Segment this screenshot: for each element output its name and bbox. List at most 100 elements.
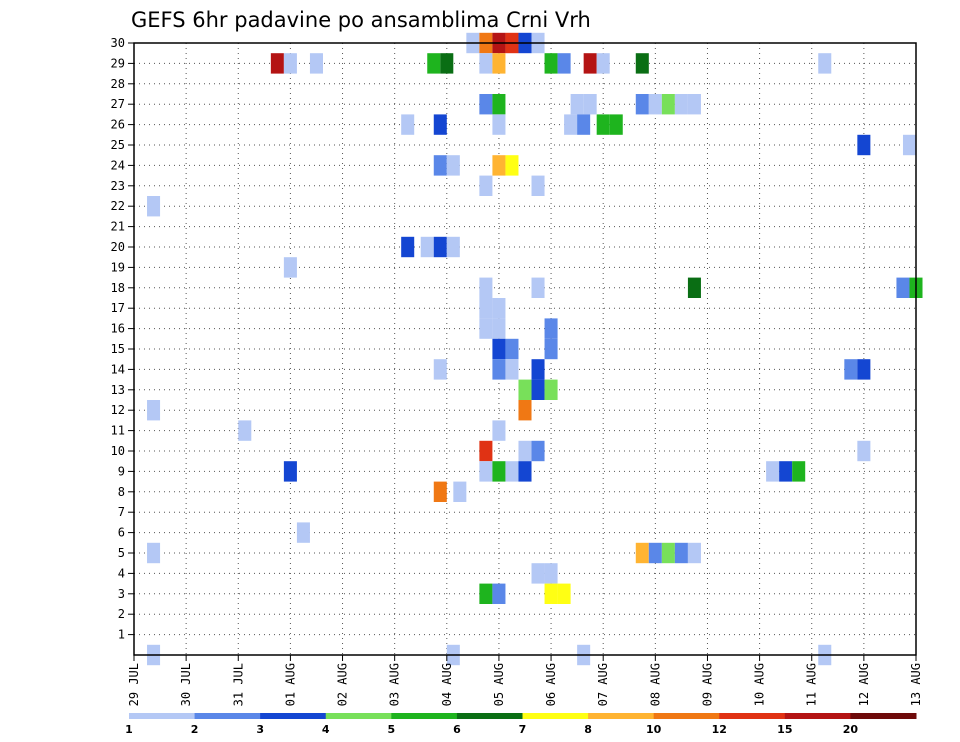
precip-cell (147, 542, 161, 564)
colorbar-segment (194, 713, 261, 719)
colorbar-label: 20 (843, 723, 859, 736)
colorbar: 1 2 3 4 5 6 7 8 10 12 15 20 (125, 713, 917, 736)
precip-cell (147, 400, 161, 421)
precip-cell (687, 94, 701, 115)
precip-cell (531, 563, 545, 584)
precip-cell (479, 175, 493, 196)
precip-cell (557, 583, 571, 604)
precip-cell (648, 542, 662, 564)
x-tick-label: 13 AUG (909, 663, 923, 706)
colorbar-label: 15 (777, 723, 792, 736)
precip-cell (544, 53, 558, 74)
precip-cell (309, 53, 323, 74)
x-tick-label: 06 AUG (544, 663, 558, 706)
precip-cell (505, 359, 519, 380)
precip-cell (902, 134, 916, 156)
colorbar-segment (325, 713, 392, 719)
precip-cell (779, 461, 793, 482)
x-tick-label: 29 JUL (127, 663, 141, 706)
colorbar-label: 8 (584, 723, 592, 736)
y-tick-label: 6 (118, 526, 125, 540)
precip-cell (479, 53, 493, 74)
precip-cell (531, 379, 545, 400)
precip-cell (479, 440, 493, 462)
y-axis-ticks: 1234567891011121314151617181920212223242… (111, 36, 134, 642)
y-tick-label: 24 (111, 158, 125, 172)
precip-cell (401, 236, 415, 258)
precip-cell (492, 53, 506, 74)
precip-cell (648, 94, 662, 115)
precip-cell (492, 155, 506, 176)
colorbar-segment (391, 713, 458, 719)
precip-cell (844, 359, 858, 380)
colorbar-segment (260, 713, 327, 719)
precip-cell (492, 94, 506, 115)
precip-cell (531, 175, 545, 196)
grid-lines (134, 42, 916, 655)
colorbar-segment (522, 713, 589, 719)
colorbar-label: 4 (322, 723, 330, 736)
precip-cell (238, 420, 252, 441)
precip-cell (583, 94, 597, 115)
precip-cell (557, 53, 571, 74)
y-tick-label: 12 (111, 403, 125, 417)
y-tick-label: 9 (118, 464, 125, 478)
precip-cell (544, 583, 558, 604)
x-tick-label: 12 AUG (857, 663, 871, 706)
precip-cell (857, 359, 871, 380)
precip-cell (635, 53, 649, 74)
y-tick-label: 10 (111, 444, 125, 458)
precip-cell (446, 155, 460, 176)
x-tick-label: 31 JUL (231, 663, 245, 706)
colorbar-segment (456, 713, 523, 719)
x-tick-label: 05 AUG (492, 663, 506, 706)
precip-cell (518, 461, 532, 482)
precip-cell (479, 461, 493, 482)
precip-cell (518, 440, 532, 462)
y-tick-label: 13 (111, 383, 125, 397)
precip-cell (531, 359, 545, 380)
precip-cell (857, 134, 871, 156)
x-tick-label: 09 AUG (700, 663, 714, 706)
precip-cell (492, 461, 506, 482)
precip-cell (479, 318, 493, 339)
y-tick-label: 17 (111, 301, 125, 315)
precip-cell (492, 338, 506, 360)
precip-cell (570, 94, 584, 115)
precip-cell (544, 379, 558, 400)
precip-cell (420, 236, 434, 258)
colorbar-segment (129, 713, 196, 719)
precip-cell (544, 338, 558, 360)
colorbar-segment (850, 713, 917, 719)
x-tick-label: 01 AUG (283, 663, 297, 706)
precip-cell (531, 440, 545, 462)
y-tick-label: 30 (111, 36, 125, 50)
precip-cell (583, 53, 597, 74)
precip-cell (283, 257, 297, 278)
precip-cell (433, 155, 447, 176)
colorbar-label: 10 (646, 723, 662, 736)
y-tick-label: 14 (111, 362, 125, 376)
precip-cell (505, 155, 519, 176)
precip-cell (283, 53, 297, 74)
precip-cell (766, 461, 780, 482)
y-tick-label: 23 (111, 179, 125, 193)
precip-cell (609, 114, 623, 135)
x-tick-label: 10 AUG (753, 663, 767, 706)
precip-cell (518, 400, 532, 421)
precip-cell (596, 53, 610, 74)
x-axis-ticks: 29 JUL 30 JUL 31 JUL 01 AUG 02 AUG 03 AUG 04 A… (127, 655, 923, 706)
precip-cell (492, 114, 506, 135)
precip-cell (505, 338, 519, 360)
precip-cell (147, 196, 161, 217)
precip-cell (492, 359, 506, 380)
y-tick-label: 11 (111, 424, 125, 438)
y-tick-label: 4 (118, 566, 125, 580)
y-tick-label: 25 (111, 138, 125, 152)
colorbar-label: 3 (256, 723, 264, 736)
y-tick-label: 16 (111, 322, 125, 336)
y-tick-label: 5 (118, 546, 125, 560)
x-tick-label: 02 AUG (336, 663, 350, 706)
precip-cell (661, 542, 675, 564)
